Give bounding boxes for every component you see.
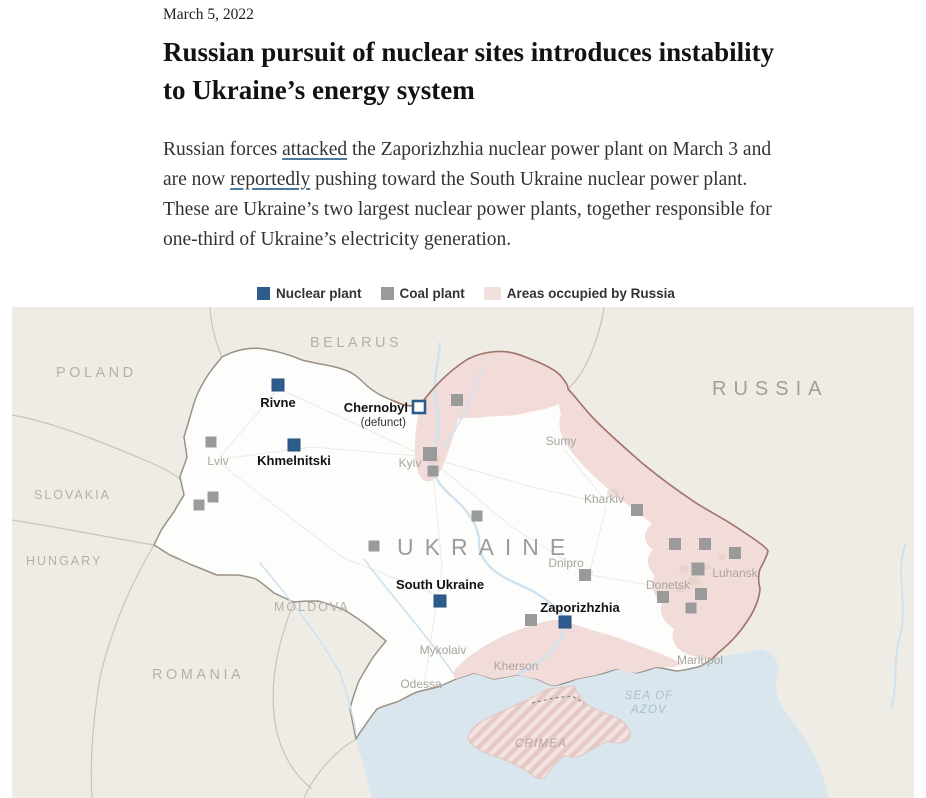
coal-plant-marker: [207, 491, 219, 503]
article-paragraph: Russian forces attacked the Zaporizhzhia…: [163, 135, 777, 255]
coal-plant-marker: [669, 538, 681, 550]
russia-border: [393, 350, 769, 660]
country-label: MOLDOVA: [274, 600, 350, 614]
coal-plant-marker: [695, 588, 707, 600]
nuclear-plant-marker: [433, 594, 447, 608]
occupied-area-swatch-icon: [483, 287, 501, 300]
country-label: RUSSIA: [712, 378, 828, 400]
occupied-south: [453, 619, 682, 686]
road-network: [219, 388, 663, 686]
map-legend: Nuclear plant Coal plant Areas occupied …: [257, 286, 675, 301]
nuclear-plant-marker: [558, 615, 572, 629]
country-label: HUNGARY: [26, 554, 102, 568]
city-label: Donetsk: [646, 578, 691, 592]
city-label: Kyiv: [399, 456, 422, 470]
country-label: POLAND: [56, 365, 137, 381]
city-label: Mariupol: [677, 653, 723, 667]
occupied-north: [414, 351, 567, 482]
coal-plant-marker: [631, 504, 643, 516]
headline-line1: Russian pursuit of nuclear sites introdu…: [163, 37, 775, 67]
city-label: Luhansk: [712, 566, 758, 580]
nuclear-plant-label: Rivne: [260, 395, 295, 410]
city-label: Odessa: [400, 677, 442, 691]
rivers: [259, 341, 906, 734]
nuclear-plant-sublabel: (defunct): [361, 417, 407, 429]
water-label: AZOV: [630, 704, 667, 716]
coal-plant-marker: [699, 538, 711, 550]
paragraph-text: the Zaporizhzhia nuclear power plant on …: [163, 139, 772, 190]
water-label: CRIMEA: [515, 738, 567, 750]
legend-label: Nuclear plant: [276, 286, 362, 301]
coal-plant-swatch-icon: [380, 287, 394, 300]
coal-plant-marker: [193, 499, 205, 511]
city-label: Kharkiv: [584, 492, 624, 506]
paragraph-text: Russian forces: [163, 139, 283, 160]
coal-plant-marker: [423, 447, 437, 461]
country-label: SLOVAKIA: [34, 488, 111, 502]
map-markers-and-labels: POLAND BELARUS RUSSIA SLOVAKIA HUNGARY MOLDOV…: [26, 335, 828, 750]
nuclear-plant-label: Zaporizhzhia: [540, 600, 620, 615]
city-label: Lviv: [207, 454, 228, 468]
nuclear-plant-marker: [411, 399, 427, 415]
legend-label: Coal plant: [399, 286, 465, 301]
nuclear-plant-marker: [287, 438, 301, 452]
crimea-dashed-border: [531, 695, 585, 704]
link-attacked[interactable]: attacked: [282, 139, 348, 160]
nuclear-plant-marker: [271, 378, 285, 392]
coal-plant-marker: [685, 602, 697, 614]
nuclear-plant-label: Chernobyl: [344, 400, 408, 415]
headline-line2: to Ukraine’s energy system: [163, 75, 475, 105]
legend-item-occupied: Areas occupied by Russia: [483, 286, 675, 301]
occupied-east: [559, 389, 768, 659]
crimea-hatched-area: [467, 685, 631, 780]
legend-label: Areas occupied by Russia: [506, 286, 675, 301]
coal-plant-marker: [205, 436, 217, 448]
water-label: SEA OF: [625, 690, 674, 702]
legend-item-nuclear: Nuclear plant: [257, 286, 362, 301]
coal-plant-marker: [579, 569, 591, 581]
coal-plant-marker: [691, 562, 705, 576]
nuclear-plant-swatch-icon: [257, 287, 270, 300]
nuclear-plant-label: South Ukraine: [396, 577, 484, 592]
foreign-borders: [12, 307, 605, 798]
article-headline: Russian pursuit of nuclear sites introdu…: [163, 33, 777, 109]
coal-plant-marker: [657, 591, 669, 603]
city-label: Dnipro: [548, 556, 584, 570]
article-date: March 5, 2022: [163, 6, 254, 23]
map-svg: POLAND BELARUS RUSSIA SLOVAKIA HUNGARY MOLDOV…: [12, 307, 914, 798]
coal-plant-marker: [471, 510, 483, 522]
country-label: UKRAINE: [397, 534, 576, 560]
city-label: Sumy: [546, 434, 577, 448]
coal-plant-marker: [525, 614, 537, 626]
country-label: BELARUS: [310, 335, 402, 351]
coal-plant-marker: [729, 547, 741, 559]
legend-item-coal: Coal plant: [380, 286, 465, 301]
nuclear-plant-label: Khmelnitski: [257, 453, 331, 468]
coal-plant-marker: [451, 394, 463, 406]
ukraine-map: POLAND BELARUS RUSSIA SLOVAKIA HUNGARY MOLDOV…: [12, 307, 914, 798]
city-label: Kherson: [494, 659, 539, 673]
paragraph-text: pushing toward the South Ukraine nuclear…: [163, 169, 772, 250]
link-reportedly[interactable]: reportedly: [230, 169, 311, 190]
coal-plant-marker: [427, 465, 439, 477]
country-label: ROMANIA: [152, 667, 244, 683]
coal-plant-marker: [368, 540, 380, 552]
article: March 5, 2022 Russian pursuit of nuclear…: [163, 6, 777, 275]
city-label: Mykolaiv: [420, 643, 467, 657]
